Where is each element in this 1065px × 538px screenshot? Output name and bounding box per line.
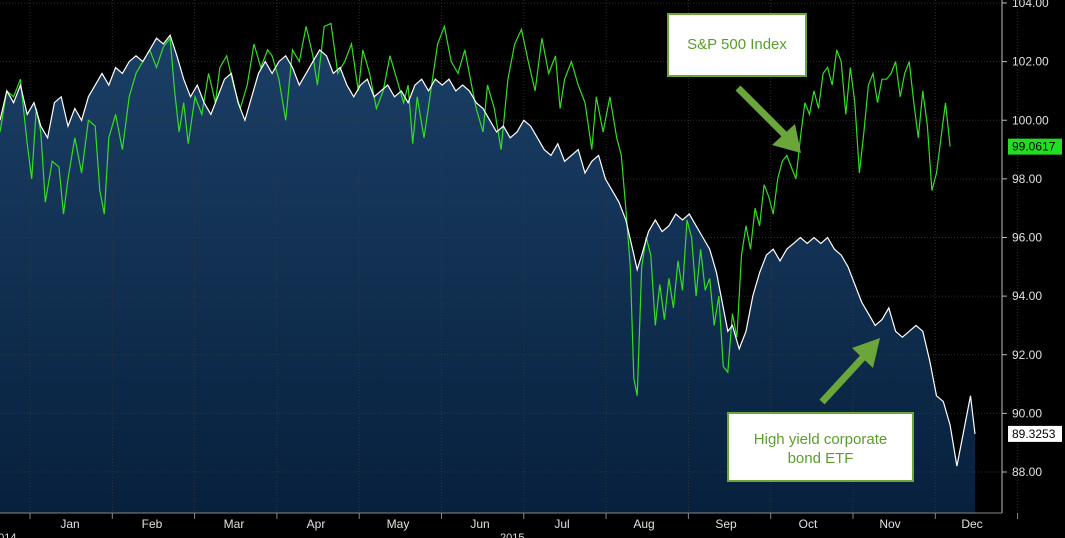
y-tick-label: 98.00 [1012,172,1042,186]
hy-last-value-label: 89.3253 [1012,427,1056,441]
x-tick-label: Jul [554,517,569,531]
hy-etf-line [0,33,976,467]
sp500-line [0,22,951,396]
x-tick-label: Apr [307,517,326,531]
x-year-label: 2014 [0,532,16,538]
x-tick-label: May [387,517,410,531]
hy-callout-line2: bond ETF [787,450,854,467]
x-year-label: 2015 [500,532,524,538]
hy-callout-line1: High yield corporate [753,431,888,448]
hy-arrow-head [852,338,880,368]
y-tick-label: 104.00 [1012,0,1049,10]
y-tick-label: 100.00 [1012,113,1049,127]
y-tick-label: 102.00 [1012,55,1049,69]
x-tick-label: Sep [715,517,737,531]
y-tick-label: 88.00 [1012,465,1042,479]
x-axis-background [0,514,1002,538]
hy-callout: High yield corporate bond ETF [727,412,914,482]
line-layer [0,22,976,467]
y-tick-label: 90.00 [1012,406,1042,420]
x-tick-label: Dec [961,517,982,531]
sp500-last-value-label: 99.0617 [1012,140,1056,154]
hy-last-value-badge [1008,425,1062,442]
x-tick-label: Aug [633,517,654,531]
y-tick-label: 94.00 [1012,289,1042,303]
hy-arrow-shaft [819,349,871,405]
x-tick-label: Jan [60,517,79,531]
sp500-callout: S&P 500 Index [667,13,807,77]
x-tick-label: Mar [224,517,245,531]
area-layer [0,35,975,513]
y-tick-label: 96.00 [1012,231,1042,245]
sp500-arrow-shaft [735,85,793,143]
sp500-arrow-head [772,124,801,153]
x-tick-label: Jun [470,517,489,531]
sp500-last-value-badge [1008,138,1062,155]
x-tick-label: Feb [142,517,163,531]
sp500-callout-text: S&P 500 Index [687,36,787,53]
x-tick-label: Oct [799,517,818,531]
arrow-layer [735,85,880,405]
x-tick-label: Nov [879,517,900,531]
hy-area-fill [0,35,975,513]
y-tick-label: 92.00 [1012,348,1042,362]
